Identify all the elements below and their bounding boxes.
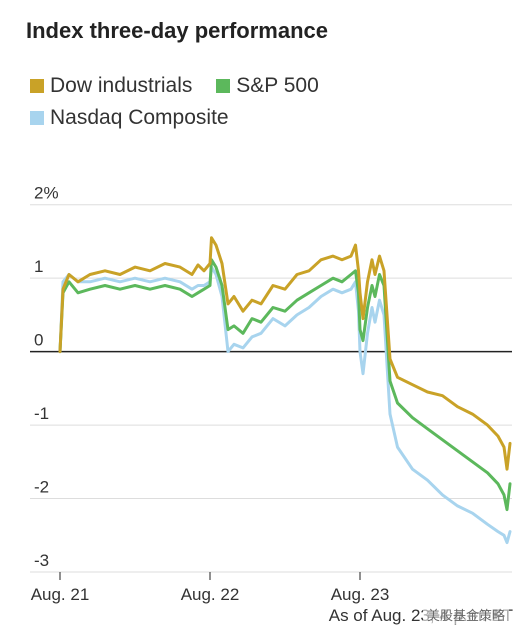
legend-label-sp500: S&P 500 [236,74,319,97]
series-line-s-p-500 [58,258,512,512]
legend-label-nasdaq: Nasdaq Composite [50,106,229,129]
x-tick-label: Aug. 22 [181,585,240,604]
legend-label-dow: Dow industrials [50,74,193,97]
y-tick-label: -2 [34,478,49,497]
chart-title: Index three-day performance [26,18,328,43]
legend: Dow industrials S&P 500 Nasdaq Composite [30,70,500,134]
legend-swatch-dow [30,79,44,93]
series-line-dow-industrials [58,236,512,471]
legend-item-nasdaq: Nasdaq Composite [30,102,229,134]
legend-item-sp500: S&P 500 [216,70,319,102]
series-line-nasdaq-composite [58,265,512,545]
y-tick-label: 2% [34,184,59,203]
x-tick-label: Aug. 23 [331,585,390,604]
y-tick-label: 0 [34,331,43,350]
y-tick-label: 1 [34,257,43,276]
y-tick-label: -1 [34,404,49,423]
y-tick-label: -3 [34,551,49,570]
legend-item-dow: Dow industrials [30,70,192,102]
legend-swatch-sp500 [216,79,231,93]
legend-swatch-nasdaq [30,111,44,125]
watermark: 美股基金策略 [422,605,509,624]
x-tick-label: Aug. 21 [31,585,90,604]
